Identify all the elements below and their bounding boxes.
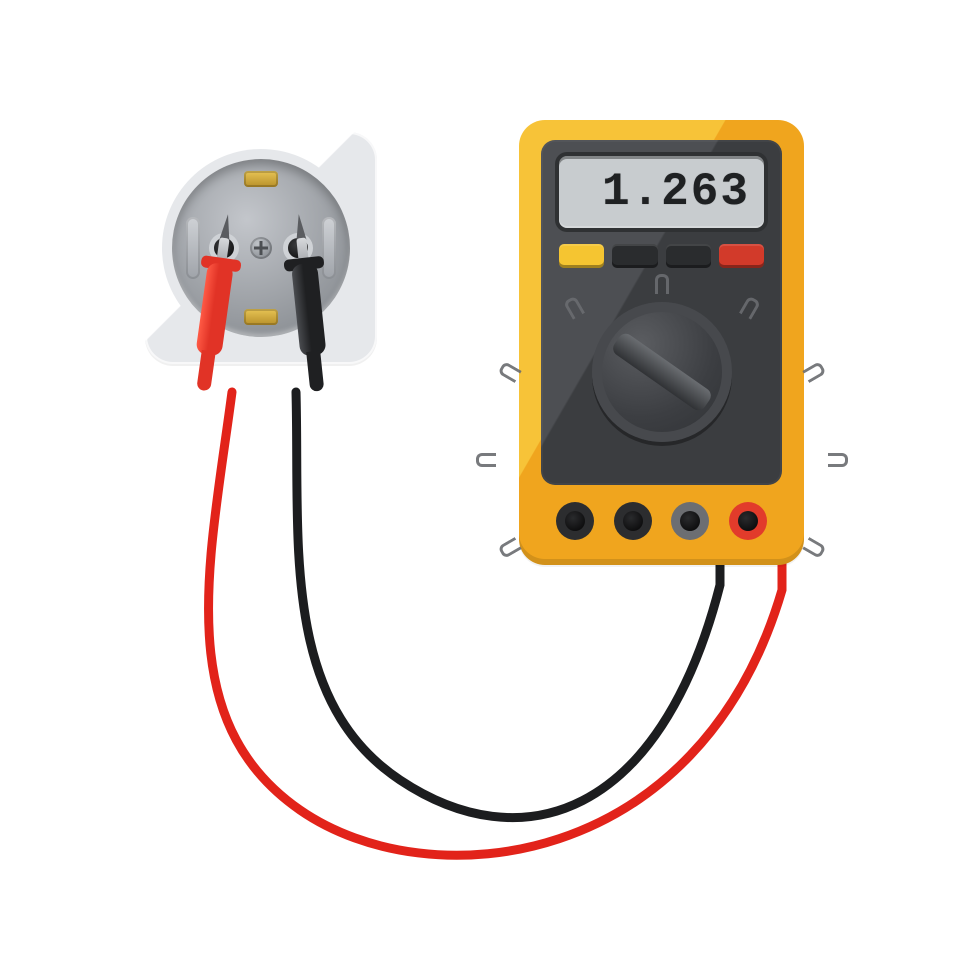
wall-socket xyxy=(145,132,377,364)
selector-dial[interactable] xyxy=(592,302,732,442)
multimeter: 1.263 xyxy=(519,120,804,565)
lcd-reading: 1.263 xyxy=(602,166,750,218)
lcd-display: 1.263 xyxy=(559,156,764,228)
socket-side-notch-right xyxy=(322,217,336,279)
input-port-row xyxy=(519,495,804,547)
port-1[interactable] xyxy=(556,502,594,540)
port-v[interactable] xyxy=(729,502,767,540)
probe-tail xyxy=(306,351,324,392)
port-2[interactable] xyxy=(614,502,652,540)
function-button-2[interactable] xyxy=(612,244,657,268)
earth-clip-top xyxy=(244,171,278,187)
function-button-row xyxy=(559,244,764,268)
socket-side-notch-left xyxy=(186,217,200,279)
function-button-4[interactable] xyxy=(719,244,764,268)
illustration-canvas: 1.263 xyxy=(0,0,980,980)
function-button-3[interactable] xyxy=(666,244,711,268)
function-button-1[interactable] xyxy=(559,244,604,268)
port-com[interactable] xyxy=(671,502,709,540)
center-screw xyxy=(250,237,272,259)
probe-tip-icon xyxy=(294,214,307,241)
probe-tail xyxy=(196,350,215,392)
earth-clip-bottom xyxy=(244,309,278,325)
